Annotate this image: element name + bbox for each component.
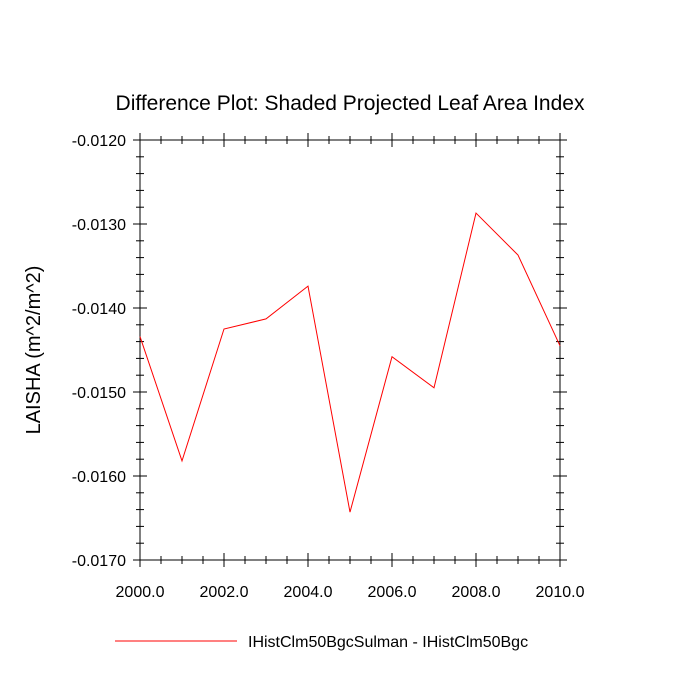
plot-frame bbox=[139, 139, 561, 561]
legend: IHistClm50BgcSulman - IHistClm50Bgc bbox=[115, 634, 528, 651]
x-tick-label: 2008.0 bbox=[452, 584, 501, 601]
chart-title: Difference Plot: Shaded Projected Leaf A… bbox=[116, 92, 585, 115]
series-line-0 bbox=[139, 212, 561, 513]
legend-label: IHistClm50BgcSulman - IHistClm50Bgc bbox=[248, 634, 528, 651]
x-tick-label: 2010.0 bbox=[536, 584, 585, 601]
y-tick-label: -0.0140 bbox=[72, 301, 126, 318]
y-tick-label: -0.0160 bbox=[72, 469, 126, 486]
x-tick-label: 2002.0 bbox=[200, 584, 249, 601]
tick-labels: 2000.0 2002.0 2004.0 2006.0 2008.0 2010.0 -0.0… bbox=[72, 133, 585, 601]
x-tick-label: 2000.0 bbox=[116, 584, 165, 601]
y-tick-label: -0.0120 bbox=[72, 133, 126, 150]
axis-ticks bbox=[133, 133, 567, 567]
y-tick-label: -0.0150 bbox=[72, 385, 126, 402]
x-tick-label: 2006.0 bbox=[368, 584, 417, 601]
y-axis-label: LAISHA (m^2/m^2) bbox=[23, 266, 45, 435]
x-tick-label: 2004.0 bbox=[284, 584, 333, 601]
series-group bbox=[139, 212, 561, 513]
y-tick-label: -0.0170 bbox=[72, 553, 126, 570]
y-tick-label: -0.0130 bbox=[72, 217, 126, 234]
